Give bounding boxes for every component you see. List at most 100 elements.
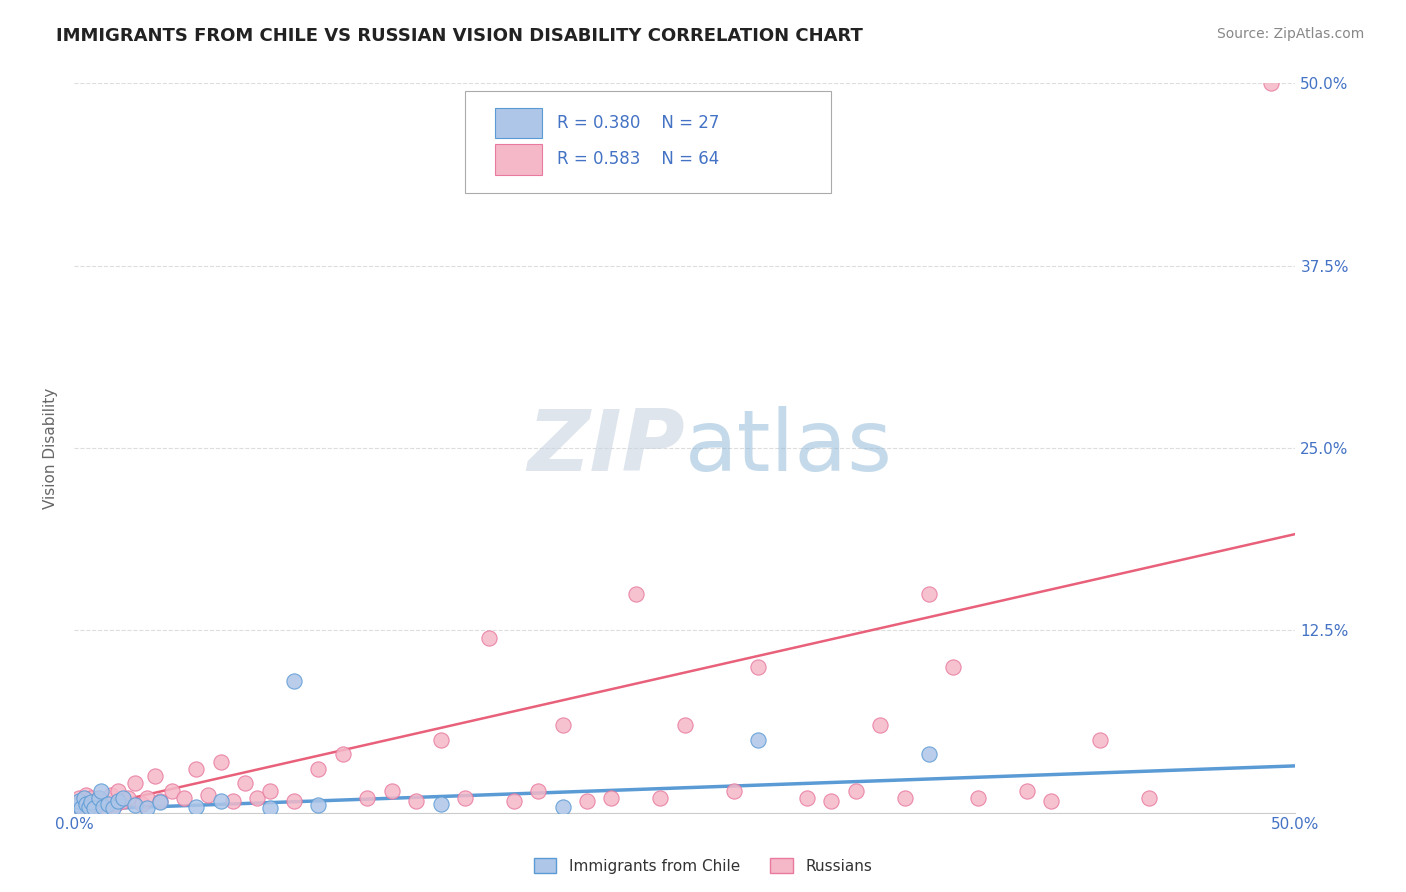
Point (136, 791, 159, 805)
Point (100, 788, 122, 802)
Point (87, 791, 110, 805)
Point (173, 791, 195, 805)
Point (650, 791, 672, 805)
Point (576, 794, 599, 808)
Point (624, 587, 647, 601)
Point (1015, 783, 1038, 797)
Point (869, 718, 891, 732)
Point (70, 801, 93, 815)
Point (77, 797, 100, 811)
Point (942, 659, 965, 673)
Text: IMMIGRANTS FROM CHILE VS RUSSIAN VISION DISABILITY CORRELATION CHART: IMMIGRANTS FROM CHILE VS RUSSIAN VISION … (56, 27, 863, 45)
Point (405, 794, 427, 808)
Point (209, 794, 232, 808)
Point (454, 791, 477, 805)
Point (160, 783, 183, 797)
Point (101, 801, 124, 815)
Point (283, 794, 305, 808)
Point (90, 783, 112, 797)
Point (104, 797, 127, 811)
Point (186, 799, 208, 814)
Point (283, 674, 305, 689)
Point (93, 799, 115, 814)
Point (90, 797, 112, 811)
Point (356, 791, 378, 805)
Point (246, 791, 269, 805)
Point (107, 794, 129, 808)
Point (893, 791, 915, 805)
Point (502, 794, 524, 808)
Point (97, 797, 120, 811)
Point (65, 798, 87, 813)
Point (87, 791, 110, 805)
Point (429, 732, 451, 747)
Point (124, 776, 146, 790)
Point (136, 801, 159, 815)
Point (332, 747, 354, 762)
Point (478, 631, 501, 645)
Point (307, 762, 329, 776)
Point (186, 762, 208, 776)
Point (527, 783, 550, 797)
Text: atlas: atlas (685, 407, 893, 490)
Point (77, 799, 100, 814)
Point (197, 788, 219, 802)
Point (307, 798, 329, 813)
Text: Source: ZipAtlas.com: Source: ZipAtlas.com (1216, 27, 1364, 41)
Point (117, 791, 139, 805)
FancyBboxPatch shape (495, 144, 541, 175)
Point (259, 801, 281, 815)
Text: R = 0.583    N = 64: R = 0.583 N = 64 (557, 150, 718, 169)
Point (65, 798, 87, 813)
Text: ZIP: ZIP (527, 407, 685, 490)
Point (820, 794, 842, 808)
Point (233, 776, 256, 790)
Legend: Immigrants from Chile, Russians: Immigrants from Chile, Russians (527, 852, 879, 880)
Point (73, 801, 96, 815)
Point (1040, 794, 1063, 808)
Point (1260, 77, 1282, 91)
Point (918, 587, 941, 601)
Point (84, 795, 107, 809)
Point (67, 794, 90, 808)
Point (124, 798, 146, 813)
Point (80, 795, 103, 809)
Point (259, 783, 281, 797)
Point (131, 797, 153, 811)
Point (73, 791, 96, 805)
Point (111, 791, 134, 805)
Point (93, 794, 115, 808)
Point (429, 797, 451, 811)
Point (83, 799, 105, 814)
Point (75, 788, 97, 802)
Point (918, 747, 941, 762)
Point (1137, 791, 1160, 805)
Point (222, 794, 245, 808)
Point (94, 799, 117, 814)
Point (1088, 732, 1111, 747)
Point (75, 797, 97, 811)
FancyBboxPatch shape (465, 91, 831, 193)
Y-axis label: Vision Disability: Vision Disability (44, 387, 58, 508)
FancyBboxPatch shape (495, 108, 541, 138)
Point (80, 791, 103, 805)
Point (149, 795, 172, 809)
Point (149, 794, 172, 808)
Point (70, 794, 93, 808)
Point (673, 718, 696, 732)
Point (723, 783, 745, 797)
Point (967, 791, 990, 805)
Point (209, 755, 232, 769)
Point (845, 783, 868, 797)
Point (551, 718, 574, 732)
Point (747, 732, 769, 747)
Point (747, 659, 769, 673)
Point (83, 801, 105, 815)
Point (107, 783, 129, 797)
Point (381, 783, 404, 797)
Point (143, 769, 166, 783)
Point (796, 791, 818, 805)
Point (111, 794, 134, 808)
Point (551, 799, 574, 814)
Point (67, 791, 90, 805)
